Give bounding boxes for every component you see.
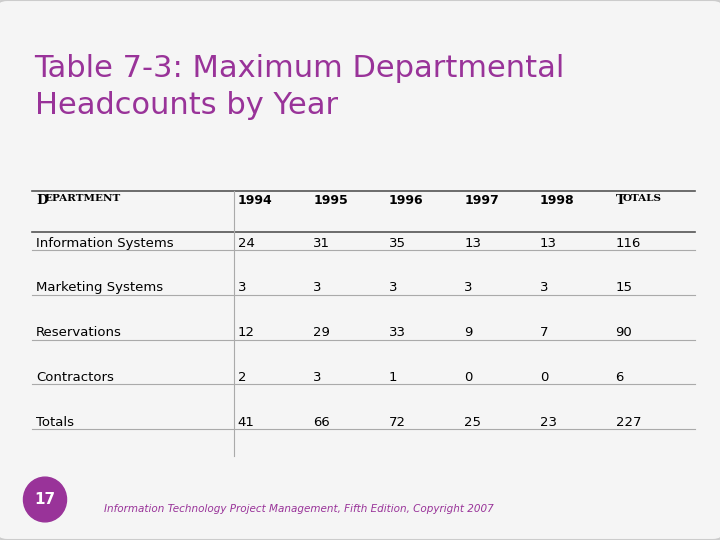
Text: 7: 7 (540, 326, 549, 339)
Text: Contractors: Contractors (36, 371, 114, 384)
Text: 15: 15 (616, 281, 633, 294)
Text: 0: 0 (540, 371, 549, 384)
Text: 35: 35 (389, 237, 406, 249)
Text: T: T (616, 194, 626, 207)
Text: 1996: 1996 (389, 194, 423, 207)
Text: 3: 3 (313, 371, 322, 384)
Text: 13: 13 (464, 237, 482, 249)
Text: 1998: 1998 (540, 194, 575, 207)
Text: Totals: Totals (36, 416, 74, 429)
Text: 90: 90 (616, 326, 632, 339)
Text: 116: 116 (616, 237, 641, 249)
Text: 12: 12 (238, 326, 255, 339)
Text: 3: 3 (238, 281, 246, 294)
Text: 25: 25 (464, 416, 482, 429)
Text: 31: 31 (313, 237, 330, 249)
Text: D: D (36, 194, 48, 207)
Text: Reservations: Reservations (36, 326, 122, 339)
Text: 6: 6 (616, 371, 624, 384)
Text: 0: 0 (464, 371, 473, 384)
Text: 33: 33 (389, 326, 406, 339)
Text: 3: 3 (540, 281, 549, 294)
Text: Information Systems: Information Systems (36, 237, 174, 249)
Text: 66: 66 (313, 416, 330, 429)
Text: 72: 72 (389, 416, 406, 429)
Text: 1994: 1994 (238, 194, 272, 207)
Text: Marketing Systems: Marketing Systems (36, 281, 163, 294)
Circle shape (24, 477, 66, 522)
Text: 227: 227 (616, 416, 641, 429)
Text: 3: 3 (389, 281, 397, 294)
Text: 1997: 1997 (464, 194, 499, 207)
Text: 3: 3 (313, 281, 322, 294)
Text: 41: 41 (238, 416, 254, 429)
Text: 17: 17 (35, 492, 55, 507)
Text: 2: 2 (238, 371, 246, 384)
Text: 23: 23 (540, 416, 557, 429)
Text: 29: 29 (313, 326, 330, 339)
Text: 13: 13 (540, 237, 557, 249)
Text: 1: 1 (389, 371, 397, 384)
Text: 24: 24 (238, 237, 254, 249)
Text: Information Technology Project Management, Fifth Edition, Copyright 2007: Information Technology Project Managemen… (104, 504, 494, 514)
Text: 3: 3 (464, 281, 473, 294)
Text: EPARTMENT: EPARTMENT (45, 194, 121, 204)
Text: OTALS: OTALS (623, 194, 662, 204)
Text: Table 7-3: Maximum Departmental
Headcounts by Year: Table 7-3: Maximum Departmental Headcoun… (35, 54, 565, 120)
Text: 9: 9 (464, 326, 473, 339)
Text: 1995: 1995 (313, 194, 348, 207)
